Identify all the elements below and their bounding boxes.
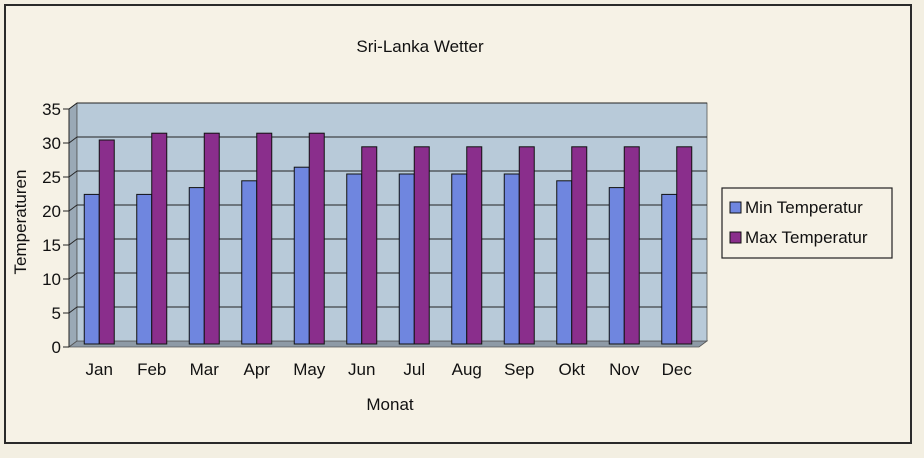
- bar-min-jan: [83, 193, 100, 345]
- x-tick-label: Feb: [137, 360, 166, 379]
- x-tick-label: May: [293, 360, 326, 379]
- x-axis-label: Monat: [366, 395, 414, 414]
- x-tick-label: Mar: [190, 360, 220, 379]
- plot-background: [76, 102, 708, 342]
- bar-max-mar: [203, 132, 220, 345]
- bar-max-aug: [466, 146, 483, 345]
- bar-min-aug: [451, 173, 468, 345]
- x-tick-label: Dec: [662, 360, 693, 379]
- bar-max-jan: [98, 139, 115, 345]
- legend-swatch: [729, 201, 742, 214]
- bar-min-jun: [346, 173, 363, 345]
- bar-min-okt: [556, 180, 573, 345]
- y-tick-label: 0: [52, 338, 61, 357]
- bar-max-apr: [256, 132, 273, 345]
- bar-max-dec: [676, 146, 693, 345]
- y-tick-label: 35: [42, 100, 61, 119]
- x-tick-label: Sep: [504, 360, 534, 379]
- x-tick-label: Jun: [348, 360, 375, 379]
- x-tick-label: Okt: [559, 360, 586, 379]
- gridline-side: [68, 102, 78, 110]
- y-tick-label: 15: [42, 236, 61, 255]
- gridline-side: [68, 272, 78, 280]
- x-tick-label: Jul: [403, 360, 425, 379]
- legend-swatch: [729, 231, 742, 244]
- bar-min-feb: [136, 193, 153, 345]
- bar-min-may: [293, 166, 310, 345]
- bar-min-jul: [398, 173, 415, 345]
- gridline-side: [68, 306, 78, 314]
- bar-min-nov: [608, 187, 625, 345]
- bar-max-okt: [571, 146, 588, 345]
- legend-box: [721, 187, 893, 259]
- x-tick-label: Nov: [609, 360, 640, 379]
- gridline-side: [68, 136, 78, 144]
- x-tick-label: Jan: [86, 360, 113, 379]
- bar-max-may: [308, 132, 325, 345]
- legend-label: Max Temperatur: [745, 228, 868, 247]
- bar-max-jul: [413, 146, 430, 345]
- x-tick-label: Aug: [452, 360, 482, 379]
- bar-max-sep: [518, 146, 535, 345]
- gridline-side: [68, 204, 78, 212]
- bar-max-jun: [361, 146, 378, 345]
- bar-min-sep: [503, 173, 520, 345]
- bar-max-feb: [151, 132, 168, 345]
- chart-title: Sri-Lanka Wetter: [356, 37, 484, 56]
- gridline-side: [68, 238, 78, 246]
- y-axis-label: Temperaturen: [11, 170, 30, 275]
- bar-min-mar: [188, 187, 205, 345]
- y-tick-label: 25: [42, 168, 61, 187]
- y-tick-label: 5: [52, 304, 61, 323]
- y-tick-label: 10: [42, 270, 61, 289]
- y-tick-label: 30: [42, 134, 61, 153]
- gridline-side: [68, 170, 78, 178]
- legend-label: Min Temperatur: [745, 198, 863, 217]
- y-tick-label: 20: [42, 202, 61, 221]
- plot-area: 0 5 10 15 20 25 30 35 Jan Feb Mar Apr May Jun Jul Aug Se…: [42, 100, 709, 379]
- legend: Min Temperatur Max Temperatur: [721, 187, 893, 259]
- bar-min-dec: [661, 193, 678, 345]
- x-tick-label: Apr: [244, 360, 271, 379]
- bar-max-nov: [623, 146, 640, 345]
- bar-min-apr: [241, 180, 258, 345]
